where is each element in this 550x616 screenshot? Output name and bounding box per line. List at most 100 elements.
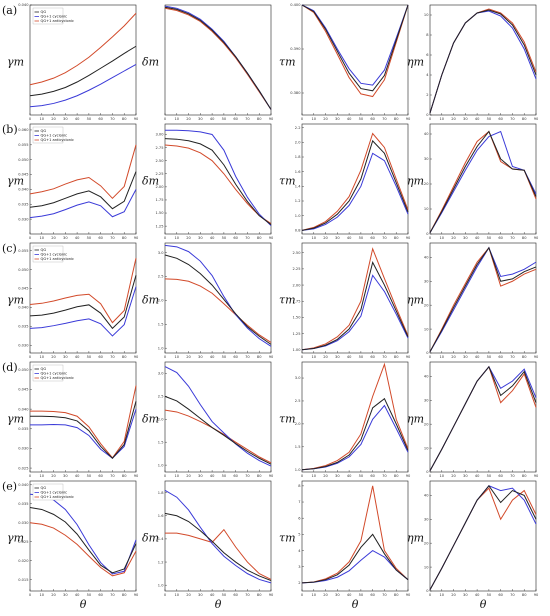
- panel-a-1-series-qg-1-anticyclonic: [29, 12, 137, 86]
- panel-c-1-xtick-0: 0: [29, 355, 32, 359]
- panel-a-3-ytick-0-400: 0.400: [290, 3, 301, 7]
- panel-e-2-series-qg: [164, 512, 272, 582]
- panel-e-3-ytick-3: 3: [298, 565, 300, 569]
- panel-d-1-legend-label-qg: QG: [41, 367, 47, 371]
- panel-d-2-ytick-2-0: 2.0: [158, 417, 164, 421]
- panel-e-1-series-qg-1-anticyclonic: [29, 522, 137, 577]
- panel-b-2-xtick-80: 80: [257, 236, 262, 240]
- panel-b-3-ytick-1-0: 1.0: [295, 214, 301, 218]
- panel-a-2-xtick-10: 10: [174, 117, 179, 121]
- panel-b-2-ytick-2-25: 2.25: [155, 172, 163, 176]
- row-label-c: (c): [2, 242, 17, 255]
- panel-a-1-xtick-70: 70: [110, 117, 115, 121]
- panel-b-3-ytick-0-8: 0.8: [295, 229, 301, 233]
- panel-b-3-ytick-1-8: 1.8: [295, 155, 301, 159]
- panel-d-4-series-qg: [429, 365, 537, 472]
- panel-b-2-xtick-40: 40: [210, 236, 215, 240]
- panel-c-4-xtick-70: 70: [510, 355, 515, 359]
- panel-d-1-xtick-80: 80: [122, 474, 127, 478]
- panel-a-1-ytick-0-040: 0.040: [18, 3, 29, 7]
- panel-d-2-ytick-2-5: 2.5: [158, 395, 164, 399]
- panel-b-1-xtick-10: 10: [39, 236, 44, 240]
- panel-a-2-series-qg: [164, 6, 272, 110]
- panel-a-1-xtick-50: 50: [87, 117, 92, 121]
- panel-a-1-xtick-40: 40: [75, 117, 80, 121]
- panel-d-1-series-qg: [30, 401, 137, 459]
- panel-e-3-frame: [301, 480, 409, 592]
- panel-e-1-ytick-0-035: 0.035: [18, 502, 28, 506]
- panel-b-1-ytick-0-050: 0.050: [18, 158, 29, 162]
- panel-c-3-xtick-90: 90: [406, 355, 411, 359]
- panel-b-1-legend-label-qg-1-anticyclonic: QG+1 anticyclonic: [41, 138, 74, 142]
- panel-b-4-ytick-0: 0: [426, 232, 429, 236]
- panel-a-3-xtick-10: 10: [311, 117, 316, 121]
- row-label-d: (d): [2, 361, 18, 374]
- panel-e-4-xtick-30: 30: [463, 593, 468, 597]
- panel-e-2-xtick-0: 0: [164, 593, 167, 597]
- panel-c-1-ytick-0-030: 0.030: [18, 344, 29, 348]
- panel-a-3-series-qg-1-anticyclonic: [301, 4, 409, 98]
- panel-d-4-xtick-10: 10: [439, 474, 444, 478]
- panel-c-3-xtick-20: 20: [323, 355, 328, 359]
- panel-c-1-xtick-60: 60: [98, 355, 103, 359]
- panel-b-4-xtick-70: 70: [510, 236, 515, 240]
- panel-d-2-ytick-1-5: 1.5: [158, 440, 164, 444]
- panel-b-4-ylabel: ηm: [407, 175, 424, 188]
- panel-d-1-xtick-90: 90: [134, 474, 139, 478]
- panel-a-2-series-qg-1-anticyclonic: [164, 7, 272, 110]
- panel-b-4-xtick-60: 60: [498, 236, 503, 240]
- panel-b-1-ytick-0-045: 0.045: [18, 173, 28, 177]
- panel-d-3-xtick-70: 70: [382, 474, 387, 478]
- panel-d-4-xtick-60: 60: [498, 474, 503, 478]
- panel-d-1-legend-label-qg-1-anticyclonic: QG+1 anticyclonic: [41, 376, 74, 380]
- panel-b-2-ytick-2-00: 2.00: [155, 185, 164, 189]
- panel-e-4-ytick-30: 30: [424, 517, 429, 521]
- panel-a-4-ytick-10: 10: [424, 13, 429, 17]
- panel-b-1-legend-label-qg-1-cyclonic: QG+1 cyclonic: [41, 134, 68, 138]
- panel-b-4-frame: [429, 123, 537, 235]
- panel-c-1-ytick-0-050: 0.050: [18, 268, 29, 272]
- panel-e-1-xtick-80: 80: [122, 593, 127, 597]
- panel-c-2-ytick-2-5: 2.5: [158, 275, 164, 279]
- panel-d-2-xtick-70: 70: [245, 474, 250, 478]
- panel-c-4-ytick-30: 30: [424, 279, 429, 283]
- panel-d-2-series-qg-1-cyclonic: [164, 366, 272, 467]
- panel-b-1-legend-label-qg: QG: [41, 129, 47, 133]
- panel-d-2-xtick-0: 0: [164, 474, 167, 478]
- panel-b-3-xtick-20: 20: [323, 236, 328, 240]
- panel-b-1-ytick-0-035: 0.035: [18, 202, 28, 206]
- panel-a-3-xtick-0: 0: [301, 117, 304, 121]
- panel-e-1-ylabel: γm: [7, 532, 24, 545]
- panel-b-1-ytick-0-060: 0.060: [18, 128, 29, 132]
- panel-a-3-frame: [301, 4, 409, 116]
- panel-c-3-ytick-1-25: 1.25: [292, 332, 300, 336]
- panel-b-3-xtick-70: 70: [382, 236, 387, 240]
- panel-d-3-xtick-80: 80: [394, 474, 399, 478]
- panel-c-1-xtick-70: 70: [110, 355, 115, 359]
- panel-c-2-xtick-40: 40: [210, 355, 215, 359]
- panel-e-3-ytick-5: 5: [298, 533, 300, 537]
- panel-d-3-xtick-90: 90: [406, 474, 411, 478]
- panel-a-2-xtick-60: 60: [233, 117, 238, 121]
- panel-e-4-xtick-0: 0: [429, 593, 432, 597]
- panel-c-3-ytick-2-00: 2.00: [292, 283, 301, 287]
- panel-c-4-ylabel: ηm: [407, 294, 424, 307]
- panel-e-1-legend-box: [32, 483, 64, 501]
- panel-a-4-xtick-20: 20: [451, 117, 456, 121]
- panel-d-4: 0 10 20 30 40 50 60 70 80 90 40 30 20 10 0 ηm: [407, 361, 539, 478]
- panel-a-4-ytick-2: 2: [426, 93, 428, 97]
- panel-e-1-ytick-0-025: 0.025: [18, 540, 28, 544]
- panel-b-4: 0 10 20 30 40 50 60 70 80 90 40 30 20 10 0 ηm: [407, 123, 539, 240]
- panel-d-4-frame: [429, 361, 537, 473]
- panel-e-2-xlabel: θ: [215, 598, 222, 611]
- panel-c-4-series-qg-1-anticyclonic: [429, 246, 537, 353]
- panel-d-2-xtick-40: 40: [210, 474, 215, 478]
- panel-b-2-xtick-60: 60: [233, 236, 238, 240]
- panel-e-1-series-qg: [29, 507, 137, 574]
- panel-a-1-xtick-30: 30: [63, 117, 68, 121]
- panel-a-3-series-qg: [301, 4, 409, 92]
- panel-a-3-xtick-60: 60: [370, 117, 375, 121]
- panel-d-1-xtick-20: 20: [51, 474, 56, 478]
